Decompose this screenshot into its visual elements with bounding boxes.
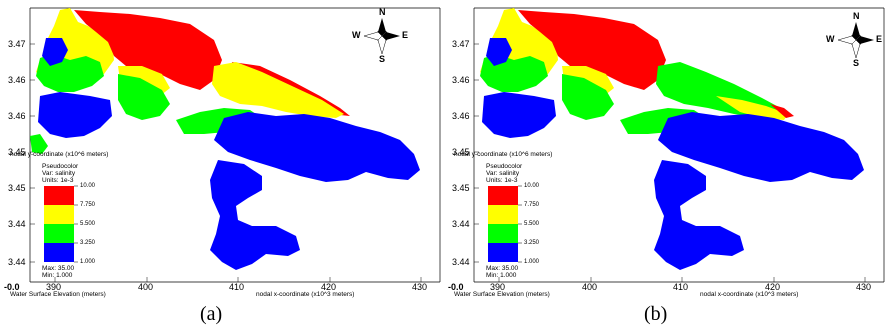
variable-title: Water Surface Elevation (meters) <box>454 291 550 298</box>
y-tick-label: 3.47 <box>8 39 26 49</box>
region-yellow-east-a <box>212 62 344 118</box>
salinity-regions-b <box>480 8 864 270</box>
compass-east: E <box>876 34 883 44</box>
legend-level: 7.750 <box>80 202 96 208</box>
y-tick-label: 3.45 <box>8 183 26 193</box>
y-tick-label: 3.47 <box>452 39 470 49</box>
x-tick-label: 390 <box>46 282 62 292</box>
x-axis-title: nodal x-coordinate (x10^3 meters) <box>700 291 799 298</box>
legend-min: Min: 1.000 <box>42 272 73 279</box>
legend-max: Max: 35.00 <box>486 265 519 272</box>
region-yellow-east-b <box>716 96 788 120</box>
x-tick-label: 390 <box>490 282 506 292</box>
origin-label: -0.0 <box>4 282 20 292</box>
x-tick-label: 430 <box>412 282 428 292</box>
color-legend-a <box>44 185 78 263</box>
panel-caption: (a) <box>200 303 223 325</box>
legend-level: 3.250 <box>80 240 96 246</box>
legend-max: Max: 35.00 <box>42 265 75 272</box>
region-blue-south-b <box>654 160 744 270</box>
legend-level: 7.750 <box>524 202 540 208</box>
x-tick-label: 410 <box>229 282 245 292</box>
y-tick-label: 3.46 <box>452 75 470 85</box>
legend-var: Var: salinity <box>42 170 76 177</box>
region-red-east-b <box>770 104 794 118</box>
region-blue-nw-a <box>42 38 68 66</box>
axis-ticks-a <box>30 43 422 282</box>
legend-swatch-red-a <box>44 186 74 205</box>
x-tick-label: 420 <box>321 282 337 292</box>
y-tick-label: 3.45 <box>452 147 470 157</box>
x-axis-title: nodal x-coordinate (x10^3 meters) <box>256 291 355 298</box>
compass-west: W <box>826 34 835 44</box>
region-green-mid-b <box>562 74 614 120</box>
legend-units: Units: 1e-3 <box>42 177 74 184</box>
x-tick-label: 400 <box>138 282 154 292</box>
x-tick-label: 420 <box>765 282 781 292</box>
compass-south: S <box>853 58 860 68</box>
y-tick-label: 3.46 <box>8 75 26 85</box>
salinity-map-b <box>473 7 885 283</box>
compass-east: E <box>402 30 409 40</box>
legend-level: 1.000 <box>524 259 540 265</box>
legend-title: Pseudocolor <box>42 163 79 170</box>
y-tick-label: 3.46 <box>452 111 470 121</box>
compass-icon-a <box>363 18 400 55</box>
variable-title: Water Surface Elevation (meters) <box>10 291 106 298</box>
map-panel-b: 3.47 3.46 3.46 3.45 3.45 3.44 3.44 390 4… <box>444 0 888 331</box>
region-green-mid-a <box>118 74 170 120</box>
legend-swatch-red-b <box>488 186 518 205</box>
legend-swatch-green-b <box>488 224 518 243</box>
salinity-map-a <box>29 7 441 283</box>
legend-swatch-blue-a <box>44 243 74 262</box>
compass-south: S <box>379 54 386 64</box>
region-red-ne-a <box>74 10 222 90</box>
legend-level: 5.500 <box>80 221 96 227</box>
y-tick-label: 3.44 <box>452 257 470 267</box>
region-blue-se-a <box>214 112 420 182</box>
y-tick-label: 3.44 <box>452 219 470 229</box>
y-tick-label: 3.44 <box>8 257 26 267</box>
compass-north: N <box>379 7 386 17</box>
compass-icon-b <box>837 22 874 59</box>
compass-west: W <box>352 30 361 40</box>
x-tick-label: 400 <box>582 282 598 292</box>
legend-units: Units: 1e-3 <box>486 177 518 184</box>
legend-level: 1.000 <box>80 259 96 265</box>
x-tick-label: 430 <box>856 282 872 292</box>
legend-level: 10.00 <box>80 183 96 189</box>
region-green-sw-a <box>30 134 48 154</box>
legend-swatch-yellow-a <box>44 205 74 224</box>
y-tick-label: 3.44 <box>8 219 26 229</box>
panel-caption: (b) <box>644 303 668 325</box>
legend-min: Min: 1.000 <box>486 272 517 279</box>
y-tick-label: 3.46 <box>8 111 26 121</box>
legend-level: 10.00 <box>524 183 540 189</box>
region-blue-west-a <box>38 92 112 138</box>
legend-level: 3.250 <box>524 240 540 246</box>
region-blue-se-b <box>658 112 864 182</box>
y-tick-label: 3.45 <box>452 183 470 193</box>
legend-title: Pseudocolor <box>486 163 523 170</box>
region-blue-west-b <box>482 92 556 138</box>
compass-north: N <box>853 11 860 21</box>
region-blue-south-a <box>210 160 300 270</box>
axis-ticks-b <box>474 43 866 282</box>
legend-var: Var: salinity <box>486 170 520 177</box>
y-axis-title: nodal y-coordinate (x10^6 meters) <box>454 151 553 158</box>
y-axis-title: nodal y-coordinate (x10^6 meters) <box>10 151 109 158</box>
legend-swatch-blue-b <box>488 243 518 262</box>
region-red-ne-b <box>518 10 666 90</box>
salinity-regions-a <box>30 8 420 270</box>
x-tick-label: 410 <box>673 282 689 292</box>
origin-label: -0.0 <box>448 282 464 292</box>
y-tick-label: 3.45 <box>8 147 26 157</box>
legend-swatch-yellow-b <box>488 205 518 224</box>
region-blue-nw-b <box>486 38 512 66</box>
legend-level: 5.500 <box>524 221 540 227</box>
map-panel-a: 3.47 3.46 3.46 3.45 3.45 3.44 3.44 390 4… <box>4 7 441 325</box>
legend-swatch-green-a <box>44 224 74 243</box>
color-legend-b <box>488 185 522 263</box>
